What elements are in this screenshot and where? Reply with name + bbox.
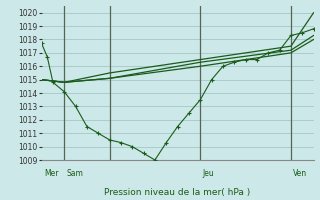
Text: Ven: Ven [293, 169, 307, 178]
Text: Sam: Sam [67, 169, 84, 178]
Text: Mer: Mer [44, 169, 58, 178]
Text: Pression niveau de la mer( hPa ): Pression niveau de la mer( hPa ) [104, 188, 251, 197]
Text: Jeu: Jeu [203, 169, 214, 178]
